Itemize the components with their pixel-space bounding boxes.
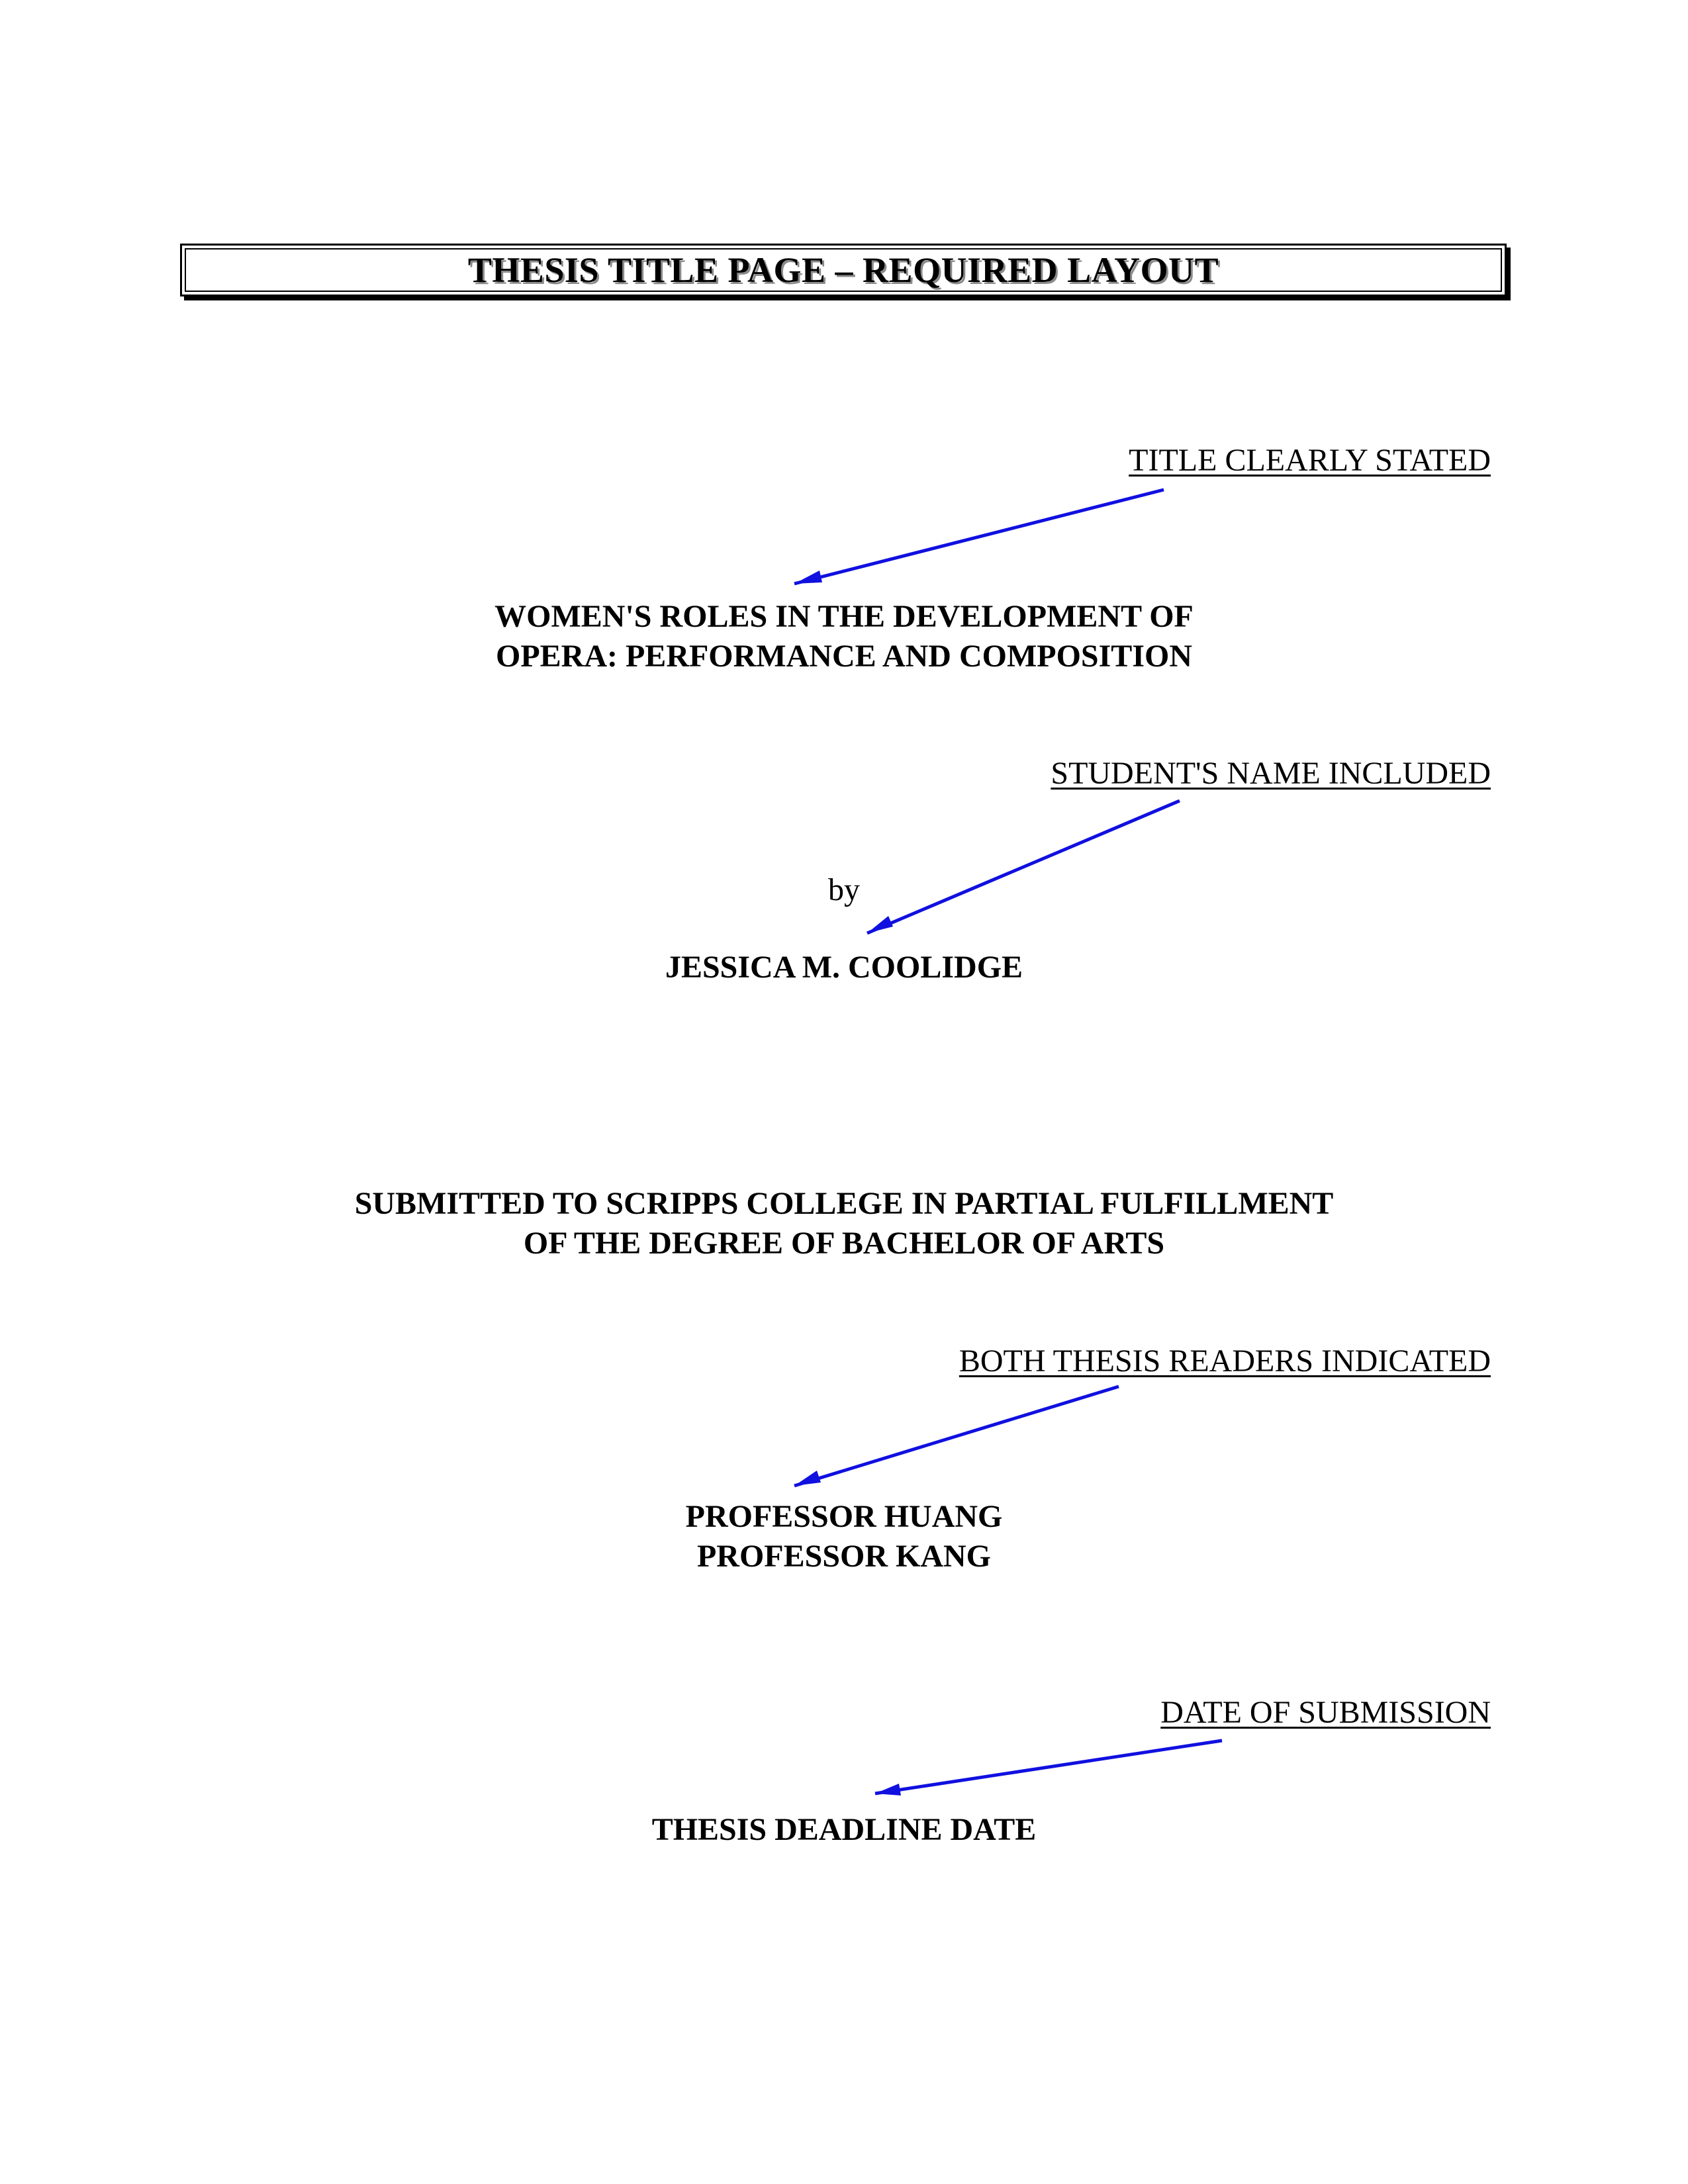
- thesis-readers: PROFESSOR HUANG PROFESSOR KANG: [0, 1497, 1688, 1576]
- reader-1: PROFESSOR HUANG: [685, 1499, 1003, 1534]
- thesis-title-line-2: OPERA: PERFORMANCE AND COMPOSITION: [496, 639, 1192, 674]
- reader-2: PROFESSOR KANG: [696, 1539, 992, 1574]
- arrow-readers-icon: [794, 1385, 1119, 1488]
- annotation-both-readers-indicated: BOTH THESIS READERS INDICATED: [959, 1343, 1491, 1379]
- annotation-date-of-submission: DATE OF SUBMISSION: [1160, 1695, 1491, 1730]
- arrow-title-icon: [794, 488, 1164, 586]
- page-title: THESIS TITLE PAGE – REQUIRED LAYOUT: [467, 250, 1219, 290]
- author-name: JESSICA M. COOLIDGE: [665, 950, 1023, 985]
- arrow-date-icon: [874, 1739, 1223, 1796]
- submission-statement: SUBMITTED TO SCRIPPS COLLEGE IN PARTIAL …: [0, 1184, 1688, 1263]
- annotation-student-name-included: STUDENT'S NAME INCLUDED: [1051, 756, 1491, 791]
- by-label: by: [828, 872, 860, 907]
- annotation-title-clearly-stated: TITLE CLEARLY STATED: [1129, 443, 1491, 478]
- thesis-title: WOMEN'S ROLES IN THE DEVELOPMENT OF OPER…: [0, 597, 1688, 676]
- arrow-student-name-icon: [867, 799, 1180, 935]
- submission-date: THESIS DEADLINE DATE: [651, 1812, 1037, 1847]
- submission-line-2: OF THE DEGREE OF BACHELOR OF ARTS: [523, 1226, 1165, 1261]
- header-box: THESIS TITLE PAGE – REQUIRED LAYOUT: [180, 244, 1507, 296]
- submission-line-1: SUBMITTED TO SCRIPPS COLLEGE IN PARTIAL …: [354, 1186, 1334, 1221]
- thesis-title-line-1: WOMEN'S ROLES IN THE DEVELOPMENT OF: [494, 599, 1194, 634]
